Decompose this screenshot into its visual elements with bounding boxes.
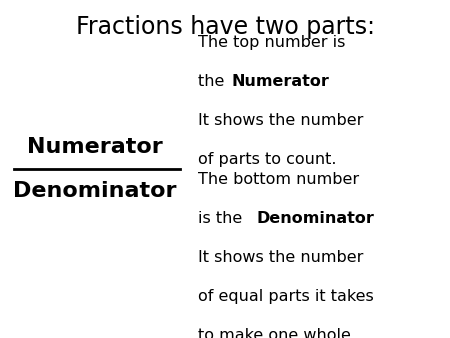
Text: It shows the number: It shows the number <box>198 113 364 128</box>
Text: The top number is: The top number is <box>198 35 346 50</box>
Text: The bottom number: The bottom number <box>198 172 359 187</box>
Text: to make one whole: to make one whole <box>198 328 351 338</box>
Text: Denominator: Denominator <box>256 211 374 226</box>
Text: .: . <box>315 74 319 89</box>
Text: .: . <box>358 211 363 226</box>
Text: Numerator: Numerator <box>231 74 329 89</box>
Text: Numerator: Numerator <box>27 137 162 157</box>
Text: of parts to count.: of parts to count. <box>198 152 337 167</box>
Text: Denominator: Denominator <box>13 181 176 201</box>
Text: of equal parts it takes: of equal parts it takes <box>198 289 374 304</box>
Text: It shows the number: It shows the number <box>198 250 364 265</box>
Text: is the: is the <box>198 211 248 226</box>
Text: the: the <box>198 74 230 89</box>
Text: Fractions have two parts:: Fractions have two parts: <box>76 15 374 39</box>
